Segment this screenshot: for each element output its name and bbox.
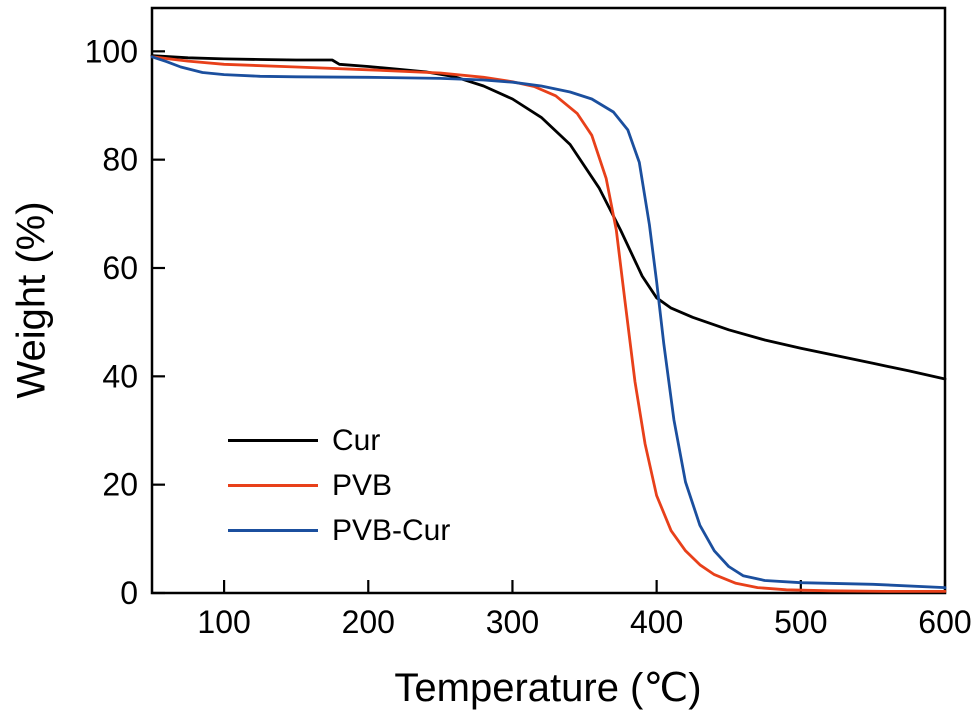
x-tick-label: 300 (486, 604, 539, 640)
legend-item-cur: Cur (228, 418, 450, 463)
plot-frame (150, 6, 947, 595)
legend-label-pvb: PVB (332, 468, 393, 502)
y-tick-label: 40 (102, 358, 138, 394)
x-tick-label: 100 (197, 604, 250, 640)
series-line-pvb-cur (150, 55, 947, 589)
x-tick-label: 500 (774, 604, 827, 640)
legend-item-pvb: PVB (228, 463, 450, 508)
y-tick-label: 0 (120, 575, 138, 611)
x-tick-label: 600 (918, 604, 971, 640)
y-tick-label: 100 (85, 33, 138, 69)
x-axis-label: Temperature (℃) (394, 666, 702, 710)
series-line-pvb (150, 55, 947, 593)
legend-item-pvb-cur: PVB-Cur (228, 508, 450, 553)
legend-line-pvb-cur (228, 529, 318, 532)
legend: Cur PVB PVB-Cur (228, 418, 450, 553)
x-tick-label: 400 (630, 604, 683, 640)
y-tick-label: 20 (102, 467, 138, 503)
y-axis-label: Weight (%) (9, 201, 54, 399)
y-tick-label: 60 (102, 250, 138, 286)
y-tick-label: 80 (102, 142, 138, 178)
series-line-cur (150, 54, 947, 381)
legend-label-pvb-cur: PVB-Cur (332, 513, 451, 547)
legend-line-cur (228, 439, 318, 442)
x-tick-label: 200 (342, 604, 395, 640)
legend-label-cur: Cur (332, 423, 381, 457)
legend-line-pvb (228, 484, 318, 487)
